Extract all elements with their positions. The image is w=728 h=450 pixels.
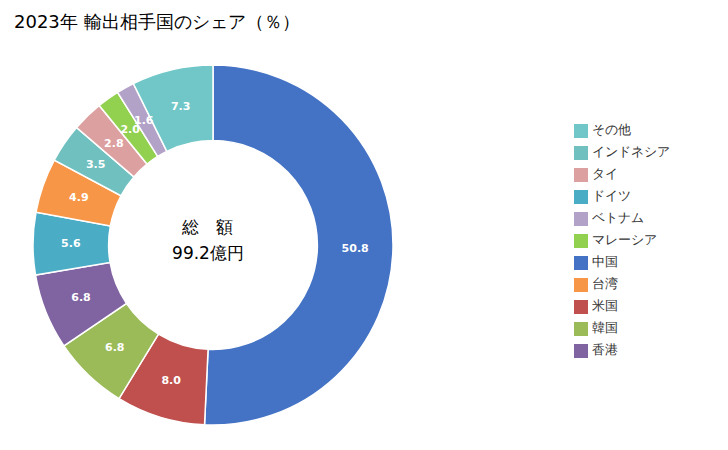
svg-text:6.8: 6.8 [71,291,91,304]
html-text:2023年 輸出相手国のシェア（％）: 2023年 輸出相手国のシェア（％） [14,11,300,32]
svg-text:5.6: 5.6 [61,237,81,250]
html-text:米国: 米国 [592,298,618,313]
html-text:インドネシア: インドネシア [592,144,670,159]
svg-text:8.0: 8.0 [161,374,181,387]
html-text:マレーシア: マレーシア [592,232,657,247]
svg-text:4.9: 4.9 [69,191,89,204]
svg-text:2.8: 2.8 [104,137,124,150]
html-text:ベトナム: ベトナム [592,210,644,225]
svg-text:3.5: 3.5 [86,158,106,171]
svg-text:1.6: 1.6 [134,114,154,127]
html-text:総 額: 総 額 [182,217,234,237]
html-text:中国: 中国 [592,254,618,269]
html-text:台湾: 台湾 [592,276,618,291]
html-text:香港: 香港 [592,342,618,357]
html-text:韓国: 韓国 [592,320,618,335]
html-text:タイ: タイ [592,166,618,181]
html-text:ドイツ: ドイツ [592,188,631,203]
html-text:その他: その他 [592,122,631,137]
svg-text:2.0: 2.0 [120,122,140,136]
svg-text:7.3: 7.3 [171,100,191,113]
svg-text:50.8: 50.8 [342,242,369,255]
html-text:99.2億円: 99.2億円 [172,243,244,263]
svg-text:6.8: 6.8 [105,341,125,354]
